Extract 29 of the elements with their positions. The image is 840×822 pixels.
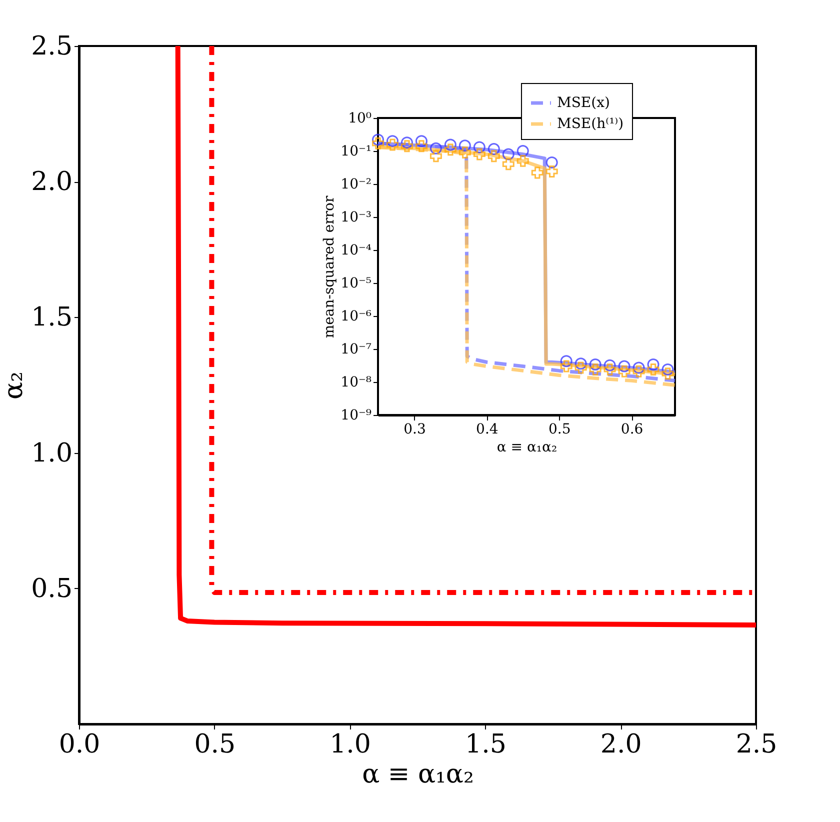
y-tick-label: 10⁻⁴ — [340, 242, 372, 258]
y-tick-label: 10⁻⁶ — [340, 308, 372, 324]
x-tick-label: 0.6 — [620, 422, 644, 438]
x-tick-label: 0.4 — [476, 422, 498, 438]
y-tick-label: 2.5 — [31, 32, 72, 62]
y-tick-label: 10⁻⁷ — [340, 342, 372, 358]
y-tick-label: 10⁻² — [340, 176, 372, 192]
y-tick-label: 2.0 — [31, 167, 72, 198]
y-tick-label: 10⁻¹ — [340, 144, 372, 160]
legend-label: MSE(h⁽¹⁾) — [557, 116, 624, 132]
x-axis-title: α ≡ α₁α₂ — [362, 760, 474, 790]
x-tick-label: 0.5 — [548, 422, 571, 438]
y-tick-label: 10⁰ — [348, 110, 372, 126]
x-tick-label: 2.5 — [736, 730, 778, 760]
x-tick-label: 1.5 — [465, 730, 506, 760]
y-tick-label: 10⁻⁵ — [340, 276, 372, 292]
y-tick-label: 10⁻³ — [340, 210, 372, 226]
x-tick-label: 0.5 — [194, 730, 236, 760]
legend-label: MSE(x) — [557, 95, 610, 111]
y-tick-label: 10⁻⁸ — [340, 374, 372, 390]
x-tick-label: 0.3 — [404, 422, 426, 438]
y-tick-label: 1.5 — [31, 302, 72, 333]
x-tick-label: 2.0 — [600, 730, 642, 760]
y-tick-label: 0.5 — [31, 574, 72, 604]
x-tick-label: 0.0 — [58, 730, 100, 760]
y-tick-label: 10⁻⁹ — [340, 408, 372, 424]
y-axis-title: mean-squared error — [322, 196, 338, 338]
x-axis-title: α ≡ α₁α₂ — [496, 440, 558, 456]
y-axis-title: α₂ — [0, 372, 30, 400]
